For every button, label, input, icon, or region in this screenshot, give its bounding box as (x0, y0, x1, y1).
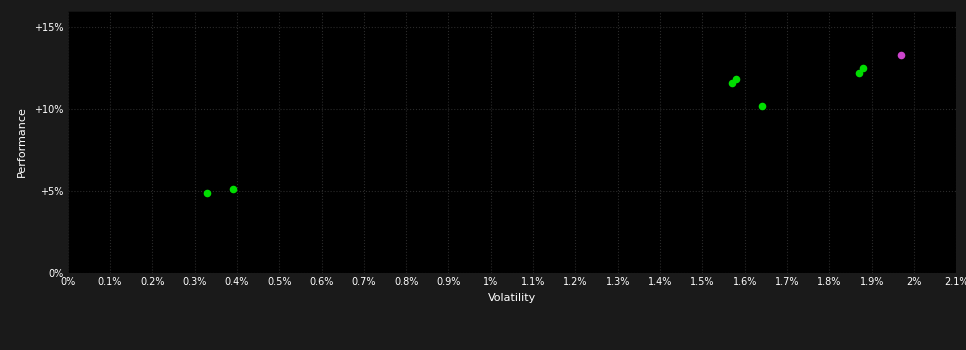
Point (724, 80, 740, 85)
Point (753, 103, 769, 108)
Point (856, 65, 871, 71)
Point (728, 77, 744, 82)
X-axis label: Volatility: Volatility (488, 293, 536, 303)
Point (894, 52, 909, 58)
Point (225, 187, 241, 192)
Y-axis label: Performance: Performance (17, 106, 27, 177)
Point (851, 70, 867, 76)
Point (200, 190, 215, 195)
